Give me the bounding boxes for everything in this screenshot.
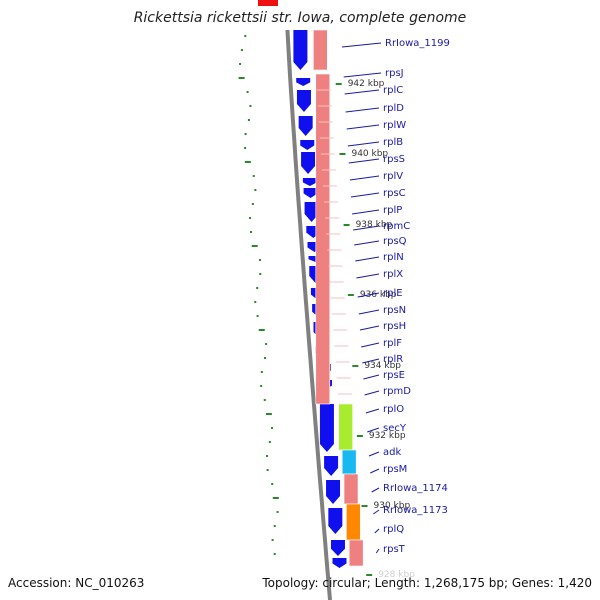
gene-leader-line: [363, 374, 380, 380]
gene-leader-line: [354, 240, 380, 246]
cds-arrow: [302, 178, 317, 186]
gene-label: rplB: [383, 137, 403, 148]
feature-segment: [338, 403, 353, 451]
gene-leader-line: [368, 451, 380, 457]
cds-arrow: [300, 140, 315, 150]
title-background: [0, 0, 600, 30]
gene-label: rpsJ: [385, 68, 404, 79]
gene-leader-line: [358, 309, 380, 315]
gene-leader-line: [365, 408, 380, 414]
gene-leader-line: [349, 175, 380, 181]
scale-tick-label: 930 kbp: [374, 501, 411, 511]
scale-tick-label: 928 kbp: [378, 570, 415, 580]
gene-label: rplX: [383, 269, 403, 280]
cds-arrow: [324, 456, 339, 476]
cds-arrow: [326, 480, 341, 504]
gene-label: rpsN: [383, 305, 406, 316]
feature-segment: [315, 73, 331, 405]
cds-arrow: [296, 90, 311, 112]
gene-labels: RrIowa_1199 rpsJ rplC rplD rplW rplB rpsS rplV r…: [341, 38, 450, 555]
gc-skew-track: [238, 7, 279, 555]
gene-label: RrIowa_1174: [383, 483, 448, 494]
cds-arrow: [293, 30, 308, 70]
gene-label: rplP: [383, 205, 402, 216]
gene-leader-line: [344, 89, 380, 95]
gene-label: rpsE: [383, 370, 405, 381]
backbone-line: [284, 0, 332, 600]
gene-label: secY: [383, 423, 407, 434]
cds-arrow: [303, 188, 318, 198]
gene-leader-line: [357, 292, 380, 298]
gene-label: rpsH: [383, 321, 406, 332]
gene-label: rplR: [383, 354, 403, 365]
gene-leader-line: [362, 358, 380, 364]
accession-text: Accession: NC_010263: [8, 576, 144, 590]
gene-leader-line: [367, 427, 380, 433]
cds-arrow: [296, 78, 311, 86]
scale-tick-label: 938 kbp: [356, 220, 393, 230]
feature-segment: [341, 449, 357, 475]
gene-label: rplF: [383, 338, 402, 349]
feature-segment: [346, 503, 361, 541]
gene-leader-line: [341, 42, 382, 48]
gene-label: rplQ: [383, 524, 404, 535]
gene-label: rplD: [383, 103, 404, 114]
gene-label: rplE: [383, 288, 403, 299]
map-title: Rickettsia rickettsii str. Iowa, complet…: [134, 10, 467, 26]
gene-leader-line: [375, 548, 380, 554]
cds-arrow: [328, 508, 343, 534]
scale-tick-label: 942 kbp: [348, 79, 385, 89]
feature-segment: [313, 29, 328, 71]
feature-track: [313, 29, 364, 567]
gene-leader-line: [373, 509, 380, 515]
feature-segment: [343, 473, 359, 505]
gene-leader-line: [359, 325, 380, 331]
gene-leader-line: [343, 72, 382, 78]
cds-arrow: [298, 116, 313, 136]
scale-tick-label: 932 kbp: [369, 431, 406, 441]
gene-leader-line: [371, 487, 380, 493]
backbone-track: [284, 0, 332, 600]
gene-label: RrIowa_1173: [383, 505, 448, 516]
gene-leader-line: [361, 342, 380, 348]
gene-label: rpsS: [383, 154, 405, 165]
cds-arrow: [319, 404, 334, 452]
gene-leader-line: [370, 468, 380, 474]
gene-label: rpsC: [383, 188, 406, 199]
cds-arrow: [301, 152, 316, 174]
scale-tick-label: 936 kbp: [360, 290, 397, 300]
gene-label: rplC: [383, 85, 403, 96]
gene-label: rplW: [383, 120, 406, 131]
gene-label: adk: [383, 447, 401, 458]
cds-arrow: [304, 202, 319, 222]
gene-label: rplN: [383, 252, 404, 263]
genome-summary-text: Topology: circular; Length: 1,268,175 bp…: [261, 576, 592, 590]
gene-leader-line: [353, 225, 380, 231]
gene-leader-line: [364, 390, 380, 396]
gene-leader-line: [374, 528, 380, 534]
scale-tick-label: 934 kbp: [364, 361, 401, 371]
scale-tick-label: 940 kbp: [351, 149, 388, 159]
gene-leader-line: [346, 124, 380, 130]
gene-leader-line: [356, 273, 380, 279]
gene-label: rplO: [383, 404, 404, 415]
gene-label: rpmC: [383, 221, 410, 232]
gene-label: rpsT: [383, 544, 406, 555]
gene-leader-line: [350, 192, 380, 198]
cds-arrow: [332, 558, 347, 568]
gene-label: rpsQ: [383, 236, 407, 247]
gene-leader-line: [348, 158, 380, 164]
gene-leader-line: [345, 107, 380, 113]
gene-leader-line: [355, 256, 380, 262]
gene-label: RrIowa_1199: [385, 38, 450, 49]
cds-arrow: [330, 540, 345, 556]
feature-segment: [348, 539, 364, 567]
gene-label: rpmD: [383, 386, 411, 397]
gene-label: rplV: [383, 171, 403, 182]
gene-leader-line: [352, 209, 380, 215]
top-marker: [258, 0, 278, 6]
gene-leader-line: [347, 141, 380, 147]
gene-label: rpsM: [383, 464, 407, 475]
